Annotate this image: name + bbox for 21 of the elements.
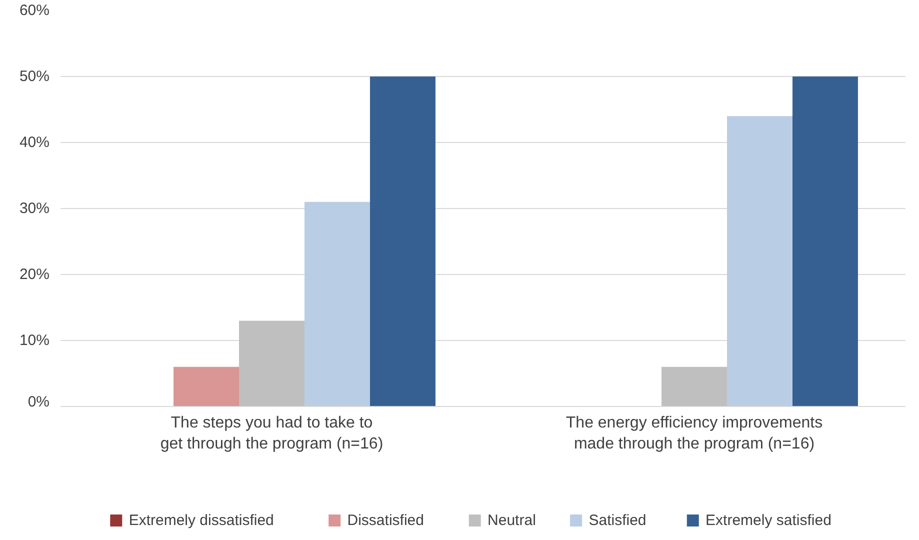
bar (792, 76, 858, 406)
bar (174, 366, 240, 406)
legend-label: Extremely satisfied (706, 512, 832, 529)
y-tick-label: 60% (19, 2, 50, 19)
y-tick-label: 40% (19, 134, 50, 151)
x-tick-label: The energy efficiency improvements made through the program (n=16) (566, 414, 823, 452)
y-tick-label: 30% (19, 200, 50, 217)
bar (239, 320, 304, 406)
bar (726, 116, 792, 406)
y-tick-label: 10% (19, 332, 50, 349)
y-tick-label: 0% (28, 394, 50, 410)
legend-label: Neutral (488, 512, 536, 529)
bar (304, 202, 370, 406)
y-tick-label: 50% (19, 68, 50, 85)
legend-label: Satisfied (588, 512, 646, 529)
x-tick-label: The steps you had to take to get through the program (n=16) (160, 414, 384, 452)
y-tick-label: 20% (19, 266, 50, 283)
legend-label: Extremely dissatisfied (128, 512, 274, 529)
legend-label: Dissatisfied (347, 512, 424, 529)
bar (370, 76, 436, 406)
bar (662, 366, 727, 406)
